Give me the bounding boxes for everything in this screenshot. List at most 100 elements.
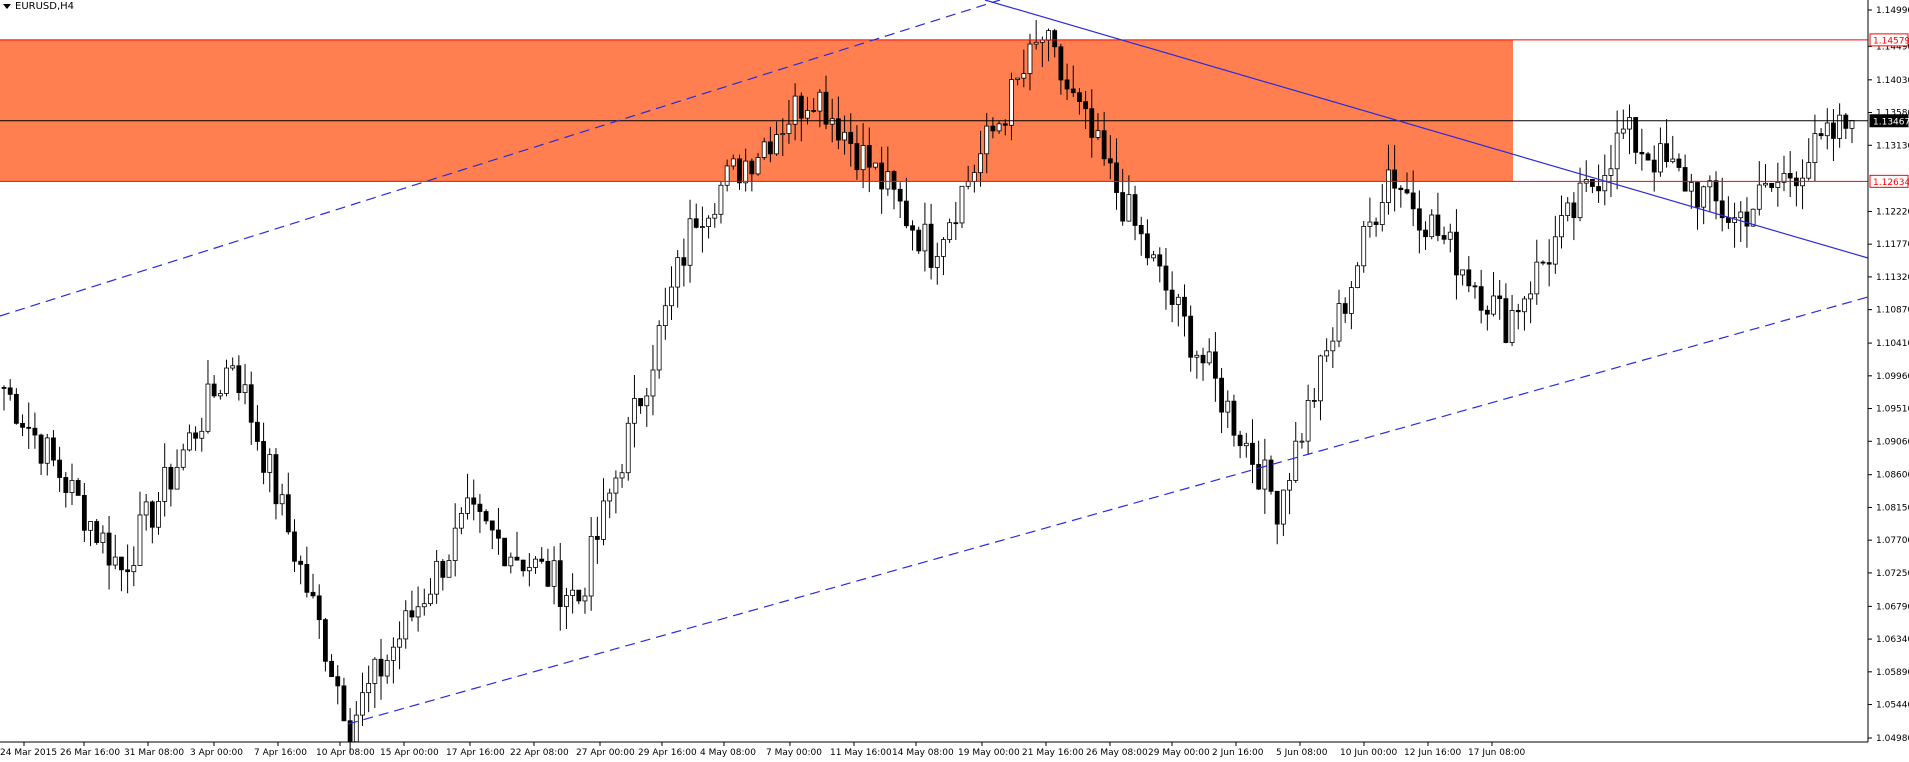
candle-body bbox=[1373, 221, 1379, 225]
price-tick-label: 1.13130 bbox=[1876, 141, 1909, 151]
candle-body bbox=[489, 520, 495, 531]
candle-body bbox=[353, 714, 359, 743]
candle-body bbox=[1355, 265, 1360, 288]
candle-body bbox=[619, 472, 625, 479]
candle-body bbox=[1793, 177, 1799, 187]
candle-body bbox=[1466, 269, 1472, 287]
candle-body bbox=[1843, 114, 1849, 129]
candle-body bbox=[1633, 117, 1639, 153]
candle-body bbox=[1787, 173, 1793, 179]
candle-body bbox=[193, 432, 198, 439]
candle-body bbox=[1769, 182, 1775, 188]
candle-body bbox=[941, 239, 946, 257]
candle-body bbox=[119, 556, 124, 571]
candle-body bbox=[1503, 298, 1509, 343]
time-tick-label: 2 Jun 16:00 bbox=[1212, 748, 1264, 758]
candle-body bbox=[304, 563, 310, 593]
candle-body bbox=[1695, 182, 1700, 208]
candle-body bbox=[953, 222, 959, 225]
candle-body bbox=[644, 395, 650, 407]
candle-body bbox=[125, 569, 131, 573]
price-tick-label: 1.12220 bbox=[1876, 207, 1909, 217]
candle-body bbox=[471, 497, 477, 505]
candle-body bbox=[224, 367, 229, 394]
candle-body bbox=[1268, 459, 1274, 492]
time-tick-label: 22 Apr 08:00 bbox=[510, 748, 569, 758]
candle-body bbox=[1039, 39, 1045, 43]
candle-body bbox=[1565, 202, 1571, 216]
candle-body bbox=[1280, 489, 1286, 525]
candle-body bbox=[1849, 120, 1855, 129]
price-tick-label: 1.07250 bbox=[1876, 569, 1909, 579]
price-tick-label: 1.06790 bbox=[1876, 602, 1909, 612]
candle-body bbox=[366, 683, 372, 694]
candle-body bbox=[588, 535, 594, 597]
candle-body bbox=[187, 432, 192, 451]
candle-body bbox=[601, 500, 606, 540]
candle-body bbox=[1287, 480, 1292, 491]
candle-body bbox=[539, 558, 545, 562]
chart-title[interactable]: EURUSD,H4 bbox=[3, 1, 74, 12]
candle-body bbox=[1256, 464, 1262, 490]
candle-body bbox=[1243, 442, 1249, 447]
candle-body bbox=[767, 141, 773, 155]
candle-body bbox=[638, 398, 644, 407]
time-tick-label: 31 Mar 08:00 bbox=[124, 748, 184, 758]
candle-body bbox=[1423, 229, 1428, 238]
candle-body bbox=[526, 567, 532, 572]
candle-body bbox=[211, 383, 217, 397]
candle-body bbox=[990, 125, 996, 132]
candle-body bbox=[1546, 262, 1552, 265]
candle-body bbox=[687, 218, 693, 266]
candle-body bbox=[632, 398, 637, 424]
time-tick-label: 19 May 00:00 bbox=[958, 748, 1020, 758]
time-tick-label: 26 Mar 16:00 bbox=[60, 748, 120, 758]
candle-body bbox=[1027, 43, 1033, 74]
candle-body bbox=[996, 123, 1002, 132]
candle-body bbox=[557, 560, 563, 607]
candle-body bbox=[1225, 400, 1231, 413]
price-tick-label: 1.08150 bbox=[1876, 503, 1909, 513]
candle-body bbox=[1145, 233, 1150, 259]
time-tick-label: 7 May 00:00 bbox=[766, 748, 822, 758]
candle-body bbox=[131, 565, 137, 573]
candle-body bbox=[1571, 202, 1577, 219]
candle-body bbox=[910, 225, 915, 231]
time-tick-label: 10 Apr 08:00 bbox=[316, 748, 375, 758]
candle-body bbox=[180, 449, 186, 468]
candle-body bbox=[1552, 236, 1558, 265]
candle-body bbox=[656, 325, 662, 371]
price-tick-label: 1.10410 bbox=[1876, 339, 1909, 349]
candle-body bbox=[1831, 122, 1836, 139]
candle-body bbox=[885, 171, 891, 190]
candle-body bbox=[100, 532, 106, 543]
candle-body bbox=[1293, 440, 1299, 481]
candle-body bbox=[1651, 159, 1657, 173]
candle-body bbox=[607, 492, 613, 502]
candle-body bbox=[533, 558, 538, 568]
candle-body bbox=[174, 466, 180, 490]
candle-body bbox=[1002, 123, 1008, 126]
candle-body bbox=[106, 532, 112, 566]
dropdown-triangle-icon[interactable] bbox=[3, 4, 11, 9]
candle-body bbox=[1231, 400, 1237, 436]
candle-body bbox=[1212, 351, 1218, 379]
candle-body bbox=[1645, 153, 1651, 161]
price-tick-label: 1.09510 bbox=[1876, 405, 1909, 415]
candle-body bbox=[774, 134, 779, 155]
candle-body bbox=[848, 131, 854, 144]
price-tick-label: 1.04980 bbox=[1876, 734, 1909, 744]
candle-body bbox=[1126, 194, 1132, 222]
time-tick-label: 29 May 00:00 bbox=[1148, 748, 1210, 758]
candle-body bbox=[69, 480, 75, 493]
candle-body bbox=[730, 158, 736, 167]
time-tick-label: 24 Mar 2015 bbox=[0, 748, 57, 758]
candle-body bbox=[922, 223, 928, 252]
candle-body bbox=[934, 255, 940, 268]
candle-body bbox=[1478, 286, 1484, 311]
candle-body bbox=[1484, 309, 1490, 315]
price-tick-label: 1.05440 bbox=[1876, 701, 1909, 711]
candle-body bbox=[916, 229, 922, 252]
candle-body bbox=[267, 454, 273, 473]
time-tick-label: 26 May 08:00 bbox=[1086, 748, 1148, 758]
